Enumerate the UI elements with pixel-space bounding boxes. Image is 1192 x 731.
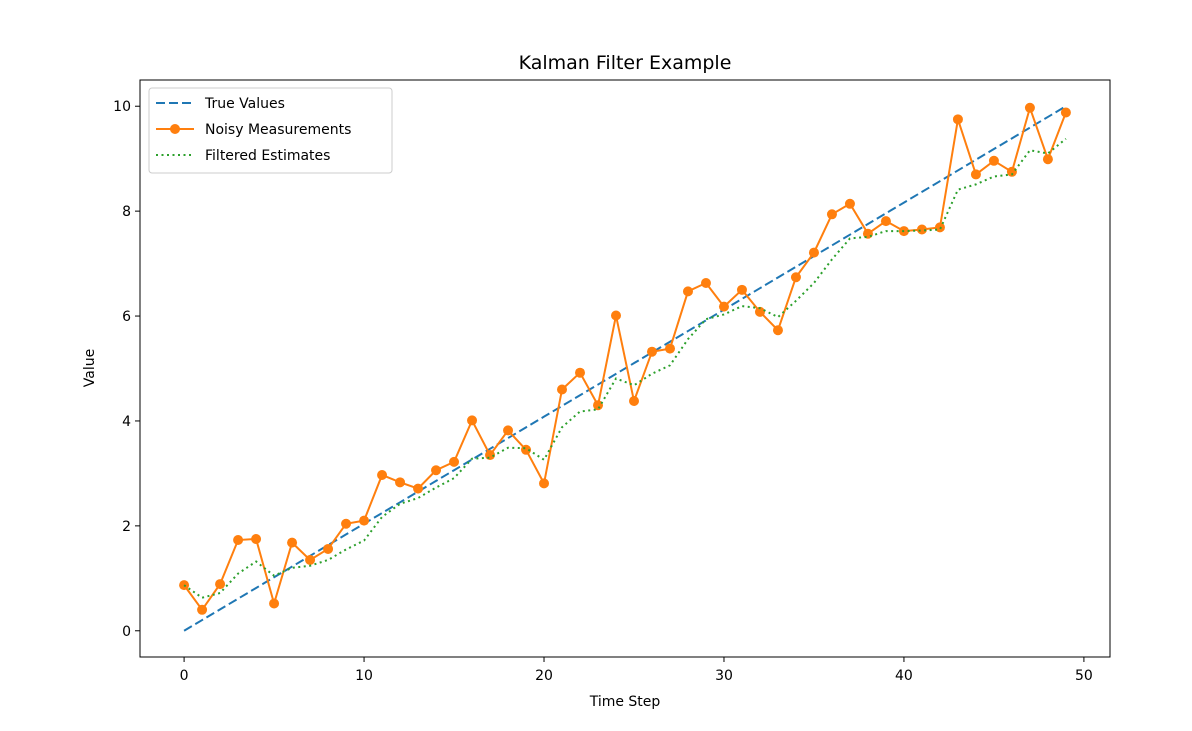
measurement-point — [305, 554, 316, 565]
measurement-point — [664, 343, 675, 354]
measurement-point — [1024, 102, 1035, 113]
measurement-point — [628, 396, 639, 407]
y-tick-label: 10 — [113, 99, 131, 115]
measurement-point — [269, 598, 280, 609]
measurement-point — [862, 228, 873, 239]
measurement-point — [718, 301, 729, 312]
y-tick-label: 6 — [122, 309, 131, 325]
x-axis-title: Time Step — [589, 694, 661, 710]
measurement-point — [377, 469, 388, 480]
legend-box — [148, 87, 393, 174]
measurement-point — [215, 579, 226, 590]
axes: 0 10 20 30 40 50 0 2 4 6 8 10 — [113, 79, 1111, 684]
axes-frame — [139, 79, 1111, 658]
x-tick-label: 50 — [1075, 668, 1093, 684]
measurement-point — [413, 483, 424, 494]
x-tick-label: 40 — [895, 668, 913, 684]
x-tick-label: 20 — [535, 668, 553, 684]
series-line-filtered-estimates — [183, 137, 1067, 599]
x-tick-label: 10 — [355, 668, 373, 684]
measurement-point — [341, 518, 352, 529]
measurement-point — [359, 515, 370, 526]
measurement-point — [197, 604, 208, 615]
legend-marker — [170, 124, 180, 134]
measurement-point — [287, 537, 298, 548]
measurement-point — [754, 306, 765, 317]
measurement-point — [646, 346, 657, 357]
measurement-point — [988, 155, 999, 166]
x-tick-label: 30 — [715, 668, 733, 684]
measurement-point — [880, 216, 891, 227]
measurement-point — [808, 247, 819, 258]
measurement-point — [826, 209, 837, 220]
measurement-point — [970, 169, 981, 180]
measurement-point — [539, 478, 550, 489]
y-tick-label: 2 — [122, 519, 131, 535]
measurement-point — [179, 580, 190, 591]
measurement-point — [449, 456, 460, 467]
measurement-point — [503, 425, 514, 436]
y-tick-label: 8 — [122, 204, 131, 220]
y-axis-title: Value — [82, 349, 98, 387]
measurement-point — [575, 367, 586, 378]
legend-label: True Values — [204, 96, 285, 112]
legend: True Values Noisy Measurements Filtered Es… — [148, 87, 393, 174]
measurement-point — [431, 465, 442, 476]
measurement-point — [323, 543, 334, 554]
measurement-point — [611, 310, 622, 321]
measurement-point — [736, 284, 747, 295]
y-tick-label: 4 — [122, 414, 131, 430]
series-line-noisy-measurements — [183, 104, 1067, 612]
measurement-point — [916, 224, 927, 235]
chart-title: Kalman Filter Example — [519, 52, 732, 74]
legend-label: Filtered Estimates — [205, 148, 330, 164]
measurement-point — [952, 114, 963, 125]
plot-area — [179, 102, 1071, 632]
x-tick-label: 0 — [180, 668, 189, 684]
measurement-point — [1006, 166, 1017, 177]
measurement-point — [1060, 107, 1071, 118]
measurement-point — [844, 198, 855, 209]
series-line-true-values — [183, 105, 1067, 632]
measurement-point — [772, 325, 783, 336]
legend-label: Noisy Measurements — [205, 122, 351, 138]
measurement-point — [1042, 154, 1053, 165]
measurement-point — [251, 533, 262, 544]
y-tick-label: 0 — [122, 624, 131, 640]
measurement-point — [700, 277, 711, 288]
measurement-point — [790, 272, 801, 283]
measurement-point — [593, 400, 604, 411]
measurement-point — [395, 477, 406, 488]
measurement-point — [557, 384, 568, 395]
measurement-point — [467, 415, 478, 426]
measurement-point — [682, 286, 693, 297]
measurement-point — [233, 535, 244, 546]
